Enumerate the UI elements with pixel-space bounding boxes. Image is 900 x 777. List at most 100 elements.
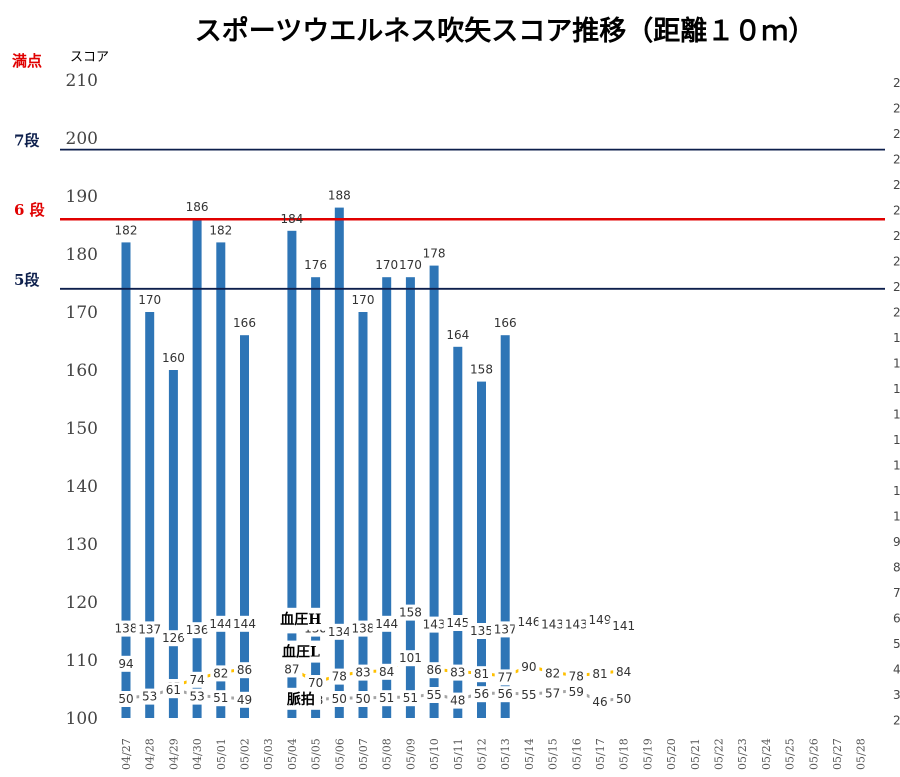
series-value-label: 74	[189, 673, 204, 687]
data-label-background	[518, 687, 540, 703]
series-value-label: 82	[213, 666, 228, 680]
x-axis-tick-label: 05/11	[452, 738, 465, 770]
bar-value-label: 160	[162, 351, 185, 365]
score-bar	[311, 277, 321, 718]
right-axis-tick-label: 2	[893, 204, 900, 218]
data-label-background	[514, 614, 544, 631]
right-axis-tick-label: 2	[893, 229, 900, 243]
series-value-label: 78	[569, 670, 584, 684]
series-value-label: 144	[375, 617, 398, 631]
data-label-background	[159, 630, 188, 647]
series-value-label: 83	[450, 666, 465, 680]
x-axis-tick-label: 05/19	[641, 738, 654, 770]
data-label-background	[542, 665, 564, 682]
reference-line-label: 満点	[12, 52, 42, 70]
right-axis-tick-label: 1	[893, 459, 900, 473]
score-bar	[453, 346, 463, 718]
data-label-background	[518, 659, 540, 675]
data-label-background	[115, 691, 137, 707]
score-bar	[168, 370, 178, 718]
data-label-background	[494, 686, 516, 703]
data-label-background	[352, 664, 374, 681]
x-axis-tick-label: 05/01	[215, 738, 228, 770]
data-label-background	[542, 685, 564, 702]
data-label-background	[538, 616, 567, 633]
series-value-label: 59	[569, 685, 584, 699]
data-label-background	[467, 623, 496, 639]
data-label-background	[186, 671, 208, 688]
series-value-label: 141	[612, 619, 635, 633]
bar-value-label: 158	[470, 363, 493, 377]
data-label-background	[234, 662, 255, 679]
data-label-background	[589, 694, 611, 711]
right-axis-tick-label: 1	[893, 331, 900, 345]
series-value-label: 146	[517, 615, 540, 629]
x-axis-tick-label: 05/03	[262, 738, 275, 770]
series-value-label: 82	[545, 666, 560, 680]
y-axis-tick-label: 150	[66, 419, 98, 439]
bar-value-label: 184	[280, 212, 303, 226]
series-value-label: 83	[355, 666, 370, 680]
data-label-background	[419, 616, 449, 633]
series-value-label: 57	[545, 686, 560, 700]
x-axis-tick-label: 05/15	[547, 738, 560, 770]
series-value-label: 136	[186, 623, 209, 637]
y-axis-tick-label: 140	[66, 477, 98, 497]
series-value-label: 94	[118, 657, 133, 671]
series-value-label: 149	[589, 613, 612, 627]
right-axis-tick-label: 1	[893, 484, 900, 498]
right-axis-tick-label: 2	[893, 714, 900, 728]
x-axis-tick-label: 05/20	[665, 738, 678, 770]
data-label-background	[565, 668, 587, 685]
y-axis-tick-label: 180	[66, 245, 98, 265]
right-axis-tick-label: 1	[893, 382, 900, 396]
series-value-label: 51	[403, 691, 418, 705]
right-axis-tick-label: 3	[893, 688, 900, 702]
bar-value-label: 170	[375, 258, 398, 272]
series-value-label: 81	[592, 667, 607, 681]
bar-value-label: 188	[328, 189, 351, 203]
data-label-background	[182, 622, 212, 639]
series-value-label: 84	[616, 665, 631, 679]
series-value-label: 86	[426, 663, 441, 677]
score-bar	[382, 277, 392, 718]
x-axis-tick-label: 05/26	[807, 738, 820, 770]
data-label-background	[115, 655, 137, 672]
series-value-label: 48	[450, 694, 465, 708]
x-axis-tick-label: 05/24	[760, 738, 773, 770]
data-label-background	[589, 666, 611, 683]
y-axis-label: スコア	[70, 50, 109, 65]
data-label-background	[396, 650, 425, 667]
x-axis-tick-label: 05/28	[855, 738, 868, 770]
y-axis-tick-label: 110	[66, 651, 98, 671]
right-axis-tick-label: 2	[893, 280, 900, 294]
data-label-background	[423, 687, 445, 703]
data-label-background	[447, 692, 469, 709]
score-bar	[500, 335, 510, 718]
series-value-label: 61	[166, 683, 181, 697]
data-label-background	[348, 620, 378, 637]
data-label-background	[613, 663, 635, 680]
x-axis-tick-label: 05/05	[310, 738, 323, 770]
x-axis-tick-label: 05/07	[357, 738, 370, 770]
data-label-background	[328, 691, 350, 707]
data-label-background	[376, 663, 398, 680]
x-axis-tick-label: 04/30	[191, 738, 204, 770]
bar-value-label: 170	[352, 293, 375, 307]
data-label-background	[443, 615, 473, 631]
y-axis-tick-label: 210	[66, 71, 98, 91]
series-value-label: 70	[308, 676, 323, 690]
bar-value-label: 186	[186, 200, 209, 214]
series-value-label: 50	[118, 692, 133, 706]
data-label-background	[206, 615, 236, 632]
data-label-background	[471, 686, 492, 703]
bar-value-label: 182	[209, 223, 232, 237]
series-value-label: 137	[138, 622, 161, 636]
series-value-label: 51	[379, 691, 394, 705]
bar-value-label: 178	[423, 247, 446, 261]
series-value-label: 138	[352, 622, 375, 636]
x-axis-tick-label: 04/27	[120, 738, 133, 770]
series-value-label: 90	[521, 660, 536, 674]
bar-value-label: 170	[138, 293, 161, 307]
reference-line-label: 7段	[14, 132, 39, 150]
